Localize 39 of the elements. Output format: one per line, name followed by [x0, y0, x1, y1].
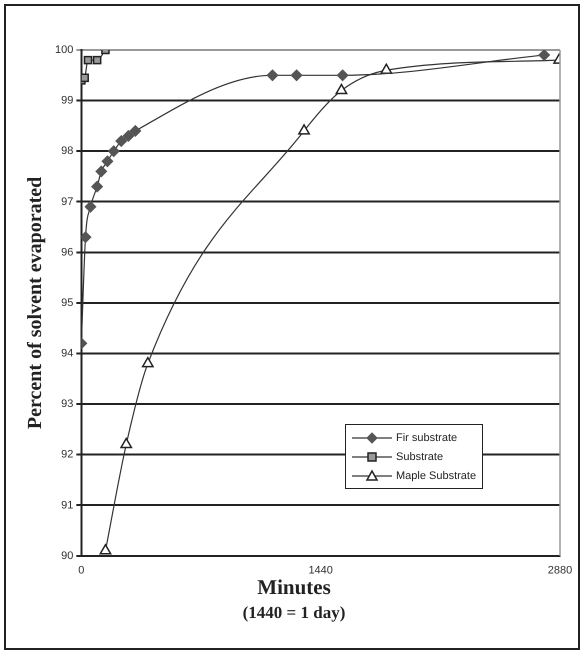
- y-tick-label: 95: [61, 296, 74, 309]
- point: [130, 125, 142, 137]
- y-tick-label: 100: [54, 44, 74, 56]
- y-tick-label: 93: [61, 398, 74, 410]
- y-axis-title: Percent of solvent evaporated: [24, 176, 46, 430]
- x-axis-title: Minutes: [256, 575, 332, 600]
- point: [142, 356, 154, 368]
- point: [100, 544, 112, 554]
- y-tick-label: 99: [61, 94, 74, 107]
- point: [81, 74, 89, 82]
- point: [108, 145, 120, 157]
- point: [84, 56, 92, 64]
- legend-label: Fir substrate: [396, 432, 458, 444]
- point: [122, 130, 134, 142]
- y-tick-label: 97: [61, 196, 74, 208]
- point: [96, 166, 108, 178]
- point: [336, 70, 348, 82]
- y-tick-label: 92: [61, 448, 74, 461]
- point: [538, 50, 550, 61]
- text: (1440 = 1 day): [242, 603, 346, 623]
- point: [81, 231, 92, 243]
- y-tick-label: 96: [61, 246, 74, 258]
- legend-label: Substrate: [396, 450, 444, 462]
- point: [290, 70, 302, 82]
- y-tick-label: 91: [61, 499, 74, 512]
- legend-label: Maple Substrate: [396, 470, 476, 482]
- x-tick-label: 1440: [308, 564, 333, 576]
- y-tick-label: 94: [61, 348, 74, 360]
- x-tick-label: 2880: [548, 564, 572, 576]
- point: [298, 124, 310, 135]
- y-tick-label: 98: [61, 145, 74, 158]
- point: [266, 70, 278, 82]
- y-tick-label: 90: [61, 550, 74, 562]
- point: [102, 156, 114, 168]
- point: [120, 438, 132, 448]
- point: [84, 201, 96, 213]
- point: [91, 180, 103, 192]
- point: [115, 135, 127, 147]
- x-tick-label: 0: [78, 564, 84, 576]
